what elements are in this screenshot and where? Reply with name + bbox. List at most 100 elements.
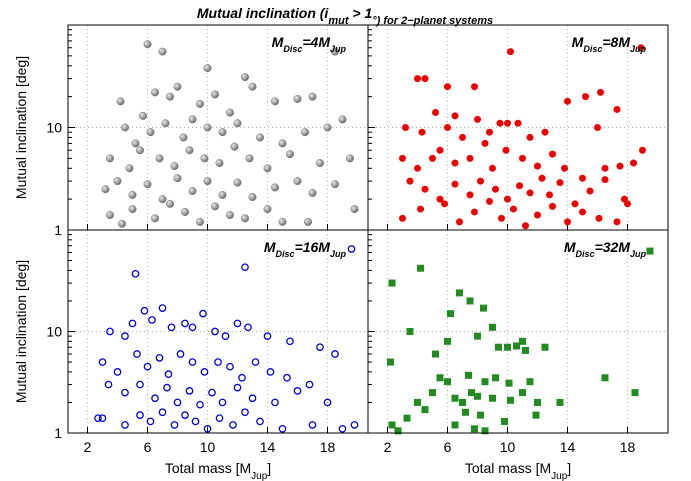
y-tick-label: 10 xyxy=(46,324,62,340)
point xyxy=(240,73,249,82)
point xyxy=(501,417,508,425)
point xyxy=(148,316,156,324)
point xyxy=(451,159,459,167)
point xyxy=(271,183,280,192)
annotation-sub: Jup xyxy=(330,249,347,259)
point xyxy=(323,398,332,407)
point xyxy=(203,64,212,73)
point xyxy=(526,133,534,141)
point xyxy=(388,279,396,287)
x-axis-label-part: ] xyxy=(267,460,271,476)
point xyxy=(211,327,219,336)
x-tick-label: 18 xyxy=(620,439,636,455)
y-tick-label: 10 xyxy=(46,120,62,136)
point xyxy=(117,219,126,228)
point xyxy=(331,47,340,56)
chart-title-part: > 1 xyxy=(348,5,372,21)
point xyxy=(165,199,174,208)
point xyxy=(444,124,451,131)
point xyxy=(293,387,302,395)
point xyxy=(181,319,189,328)
point xyxy=(104,380,113,389)
point xyxy=(121,332,129,340)
point xyxy=(263,164,272,173)
point xyxy=(293,177,302,186)
point xyxy=(338,115,347,124)
point xyxy=(199,309,207,318)
x-axis-label: Total mass [MJup] xyxy=(465,460,571,481)
annotation-part: =4M xyxy=(302,34,330,50)
annotation-sub: Disc xyxy=(576,249,595,259)
chart-title-sub: mut xyxy=(328,15,350,27)
point xyxy=(293,94,302,103)
point xyxy=(586,187,594,195)
point xyxy=(519,154,526,162)
point xyxy=(121,421,129,429)
point xyxy=(173,174,182,183)
point xyxy=(286,337,294,346)
point xyxy=(631,389,639,397)
point xyxy=(263,205,272,214)
annotation-part: M xyxy=(564,239,576,255)
point xyxy=(155,354,164,362)
point xyxy=(582,93,589,101)
point xyxy=(121,388,129,397)
point xyxy=(98,414,107,423)
point xyxy=(507,48,514,56)
y-axis-label: Mutual inclination [deg] xyxy=(13,260,29,403)
annotation-part: M xyxy=(572,34,584,50)
point xyxy=(188,323,197,332)
point xyxy=(394,427,402,435)
point xyxy=(238,373,246,382)
point xyxy=(471,83,478,91)
point xyxy=(203,123,212,132)
point xyxy=(486,197,493,205)
point xyxy=(441,200,448,208)
point xyxy=(218,398,227,407)
point xyxy=(286,150,295,159)
point xyxy=(163,383,171,392)
point xyxy=(471,208,478,216)
point xyxy=(444,378,451,386)
point xyxy=(221,332,230,340)
point xyxy=(167,323,176,332)
point xyxy=(173,398,182,407)
point xyxy=(256,133,265,142)
annotation-sub: Jup xyxy=(330,44,347,54)
point xyxy=(200,154,209,163)
chart-title-part: Mutual inclination (i xyxy=(197,5,330,21)
y-axis-label: Mutual inclination [deg] xyxy=(13,56,29,199)
point xyxy=(226,362,234,371)
point xyxy=(331,350,339,358)
point xyxy=(429,154,436,162)
point xyxy=(244,323,252,332)
point xyxy=(308,92,317,101)
point xyxy=(466,154,474,162)
point xyxy=(534,398,541,406)
point xyxy=(489,394,496,402)
point xyxy=(248,394,257,403)
point xyxy=(498,214,505,222)
point xyxy=(549,150,556,158)
point xyxy=(541,343,549,351)
point xyxy=(140,306,149,315)
point xyxy=(256,417,264,426)
point xyxy=(271,398,279,407)
point xyxy=(151,394,159,403)
point xyxy=(387,358,394,366)
point xyxy=(136,411,144,419)
chart-title-sub: °) for 2−planet systems xyxy=(372,15,493,27)
point xyxy=(170,421,179,429)
point xyxy=(556,179,564,187)
point xyxy=(510,205,517,213)
point xyxy=(465,371,472,379)
point xyxy=(158,195,167,204)
point xyxy=(304,217,313,226)
point xyxy=(564,218,571,226)
x-axis-label: Total mass [MJup] xyxy=(165,460,271,481)
annotation-sub: Disc xyxy=(283,44,302,54)
point xyxy=(549,202,556,210)
x-tick-label: 14 xyxy=(260,439,276,455)
point xyxy=(519,389,526,397)
point xyxy=(350,421,359,429)
